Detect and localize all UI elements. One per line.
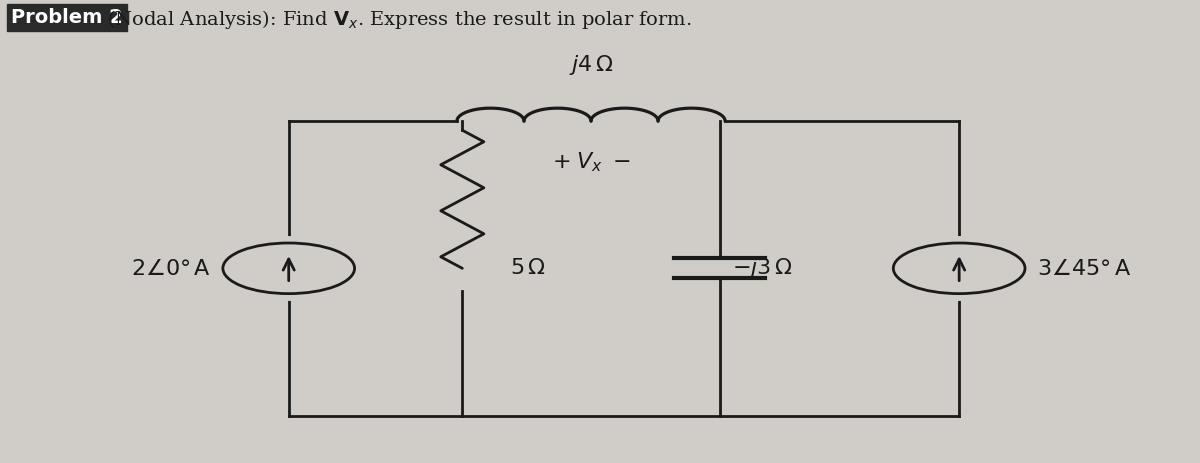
Text: Problem 2: Problem 2 [11, 8, 122, 27]
Text: $-j3\,\Omega$: $-j3\,\Omega$ [732, 257, 792, 280]
Text: $3\angle 45°\,\mathrm{A}$: $3\angle 45°\,\mathrm{A}$ [1037, 258, 1132, 279]
Text: $2\angle 0°\,\mathrm{A}$: $2\angle 0°\,\mathrm{A}$ [131, 258, 211, 279]
Text: $j4\,\Omega$: $j4\,\Omega$ [569, 53, 613, 77]
Text: $+\;V_x\;-$: $+\;V_x\;-$ [552, 150, 630, 174]
Text: $5\,\Omega$: $5\,\Omega$ [510, 258, 546, 278]
Text: (Nodal Analysis): Find $\mathbf{V}_x$. Express the result in polar form.: (Nodal Analysis): Find $\mathbf{V}_x$. E… [107, 8, 691, 31]
